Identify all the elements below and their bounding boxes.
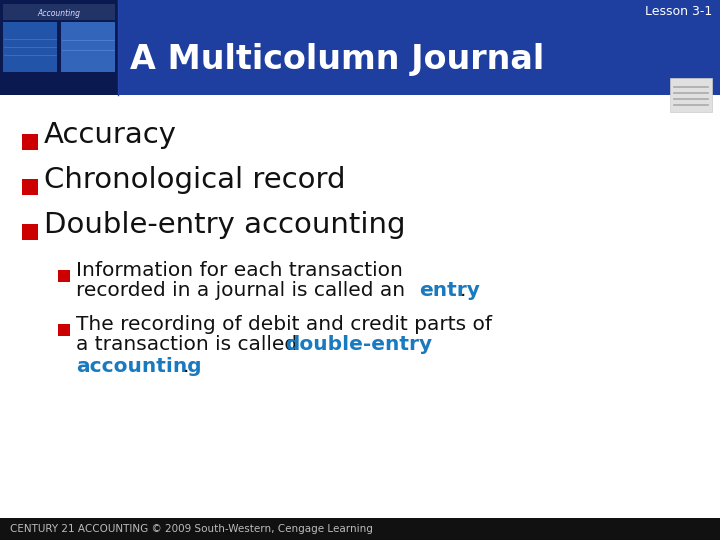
FancyBboxPatch shape (3, 4, 115, 20)
Text: A Multicolumn Journal: A Multicolumn Journal (130, 44, 544, 77)
Text: Information for each transaction: Information for each transaction (76, 261, 403, 280)
Text: Accuracy: Accuracy (44, 121, 177, 149)
FancyBboxPatch shape (22, 134, 38, 150)
Text: CENTURY 21 ACCOUNTING © 2009 South-Western, Cengage Learning: CENTURY 21 ACCOUNTING © 2009 South-Weste… (10, 524, 373, 534)
FancyBboxPatch shape (0, 0, 118, 95)
Text: Accounting: Accounting (37, 9, 81, 17)
Text: Double-entry accounting: Double-entry accounting (44, 211, 405, 239)
FancyBboxPatch shape (58, 324, 70, 336)
FancyBboxPatch shape (0, 0, 720, 95)
Text: accounting: accounting (76, 357, 202, 376)
FancyBboxPatch shape (3, 22, 57, 72)
Text: The recording of debit and credit parts of: The recording of debit and credit parts … (76, 315, 492, 334)
Text: .: . (183, 357, 189, 376)
Text: Lesson 3-1: Lesson 3-1 (644, 5, 712, 18)
FancyBboxPatch shape (0, 518, 720, 540)
Text: double-entry: double-entry (285, 335, 432, 354)
FancyBboxPatch shape (670, 78, 712, 112)
FancyBboxPatch shape (22, 179, 38, 195)
FancyBboxPatch shape (61, 22, 115, 72)
Text: Chronological record: Chronological record (44, 166, 346, 194)
FancyBboxPatch shape (58, 270, 70, 282)
Text: .: . (460, 281, 467, 300)
Text: recorded in a journal is called an: recorded in a journal is called an (76, 281, 412, 300)
FancyBboxPatch shape (22, 224, 38, 240)
Text: a transaction is called: a transaction is called (76, 335, 304, 354)
Text: entry: entry (419, 281, 480, 300)
